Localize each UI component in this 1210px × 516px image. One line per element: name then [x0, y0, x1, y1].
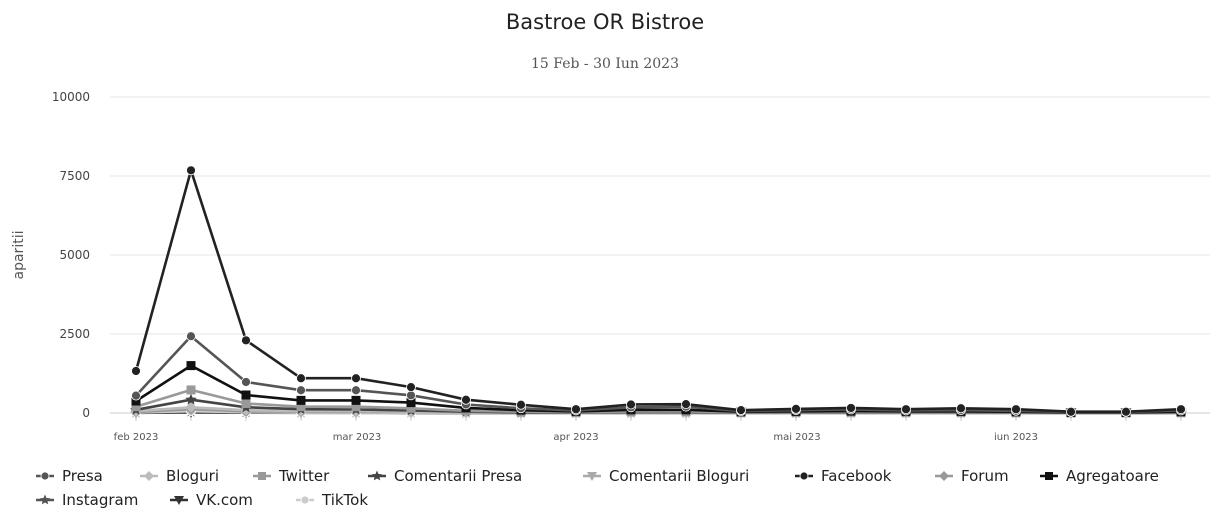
- data-point: [186, 361, 196, 371]
- legend-marker: [300, 495, 310, 505]
- y-tick-label: 0: [82, 406, 90, 420]
- y-tick-label: 2500: [59, 327, 90, 341]
- data-point: [241, 335, 251, 346]
- series-line: [134, 169, 1182, 413]
- data-point: [791, 403, 801, 414]
- data-point: [241, 399, 251, 409]
- series-line: [135, 334, 1182, 414]
- data-point: [406, 403, 416, 413]
- data-point: [626, 399, 636, 410]
- legend-item-facebook[interactable]: Facebook: [795, 467, 892, 485]
- legend-marker: [144, 471, 154, 481]
- chart-subtitle: 15 Feb - 30 Iun 2023: [531, 56, 679, 72]
- data-point: [1121, 406, 1131, 417]
- y-axis-ticks: 0 2500 5000 7500 10000: [52, 90, 90, 420]
- legend-label: TikTok: [321, 491, 368, 509]
- legend-label: Presa: [62, 467, 103, 485]
- legend-label: Forum: [961, 467, 1009, 485]
- data-point: [901, 404, 911, 415]
- chart-title: Bastroe OR Bistroe: [506, 10, 704, 34]
- data-point: [736, 405, 746, 416]
- legend-item-tiktok[interactable]: TikTok: [296, 491, 368, 509]
- data-point: [461, 394, 471, 405]
- data-point: [131, 366, 141, 376]
- data-point: [131, 390, 141, 401]
- data-point: [186, 331, 196, 342]
- legend-item-twitter[interactable]: Twitter: [253, 467, 330, 485]
- x-tick-label: apr 2023: [553, 432, 598, 443]
- data-point: [406, 390, 416, 401]
- legend-marker: [587, 472, 597, 481]
- legend-item-instagram[interactable]: Instagram: [36, 491, 138, 509]
- data-point: [296, 402, 306, 412]
- legend-label: Facebook: [821, 467, 892, 485]
- y-axis-label: aparitii: [11, 231, 27, 280]
- data-point: [241, 377, 251, 387]
- legend-item-comentarii-bloguri[interactable]: Comentarii Bloguri: [583, 467, 749, 485]
- data-point: [296, 385, 306, 396]
- legend-item-agregatoare[interactable]: Agregatoare: [1040, 467, 1159, 485]
- legend-label: Instagram: [62, 491, 138, 509]
- x-tick-label: feb 2023: [114, 432, 159, 443]
- data-point: [186, 165, 196, 176]
- data-point: [406, 398, 416, 408]
- legend-marker: [371, 470, 383, 481]
- data-point: [351, 395, 361, 405]
- data-point: [1011, 404, 1021, 415]
- legend: Presa Bloguri Twitter Comentarii Presa Comen…: [36, 467, 1159, 509]
- legend-label: Bloguri: [166, 467, 219, 485]
- data-point: [1176, 404, 1186, 415]
- legend-marker: [1045, 472, 1053, 480]
- legend-marker: [799, 471, 809, 481]
- data-point: [351, 402, 361, 412]
- data-point: [131, 402, 141, 412]
- data-point: [186, 385, 196, 395]
- data-point: [846, 403, 856, 413]
- data-point: [131, 396, 141, 406]
- legend-item-presa[interactable]: Presa: [36, 467, 103, 485]
- data-point: [571, 404, 581, 415]
- gridlines: [110, 96, 1210, 414]
- series-group: [130, 165, 1187, 419]
- legend-item-bloguri[interactable]: Bloguri: [140, 467, 219, 485]
- data-point: [185, 401, 197, 413]
- legend-label: Comentarii Presa: [394, 467, 522, 485]
- y-tick-label: 10000: [52, 90, 90, 104]
- x-tick-label: iun 2023: [994, 432, 1038, 443]
- legend-marker: [939, 471, 949, 481]
- data-point: [1066, 406, 1076, 417]
- data-point: [406, 382, 416, 392]
- data-point: [351, 385, 361, 396]
- x-axis: feb 2023 mar 2023 apr 2023 mai 2023 iun 2023: [114, 413, 1182, 443]
- data-point: [516, 399, 526, 410]
- legend-marker: [39, 494, 51, 505]
- x-tick-label: mar 2023: [333, 432, 382, 443]
- legend-label: Twitter: [278, 467, 330, 485]
- y-tick-label: 5000: [59, 248, 90, 262]
- y-tick-label: 7500: [59, 169, 90, 183]
- legend-item-forum[interactable]: Forum: [935, 467, 1009, 485]
- legend-item-comentarii-presa[interactable]: Comentarii Presa: [368, 467, 522, 485]
- legend-item-vk-com[interactable]: VK.com: [170, 491, 253, 509]
- data-point: [956, 403, 966, 414]
- legend-marker: [174, 496, 184, 505]
- legend-marker: [40, 471, 50, 481]
- series-facebook: [131, 165, 1186, 417]
- legend-label: Agregatoare: [1066, 467, 1159, 485]
- legend-label: Comentarii Bloguri: [609, 467, 749, 485]
- data-point: [241, 390, 251, 400]
- data-point: [351, 373, 361, 384]
- legend-label: VK.com: [196, 491, 253, 509]
- legend-marker: [258, 472, 266, 480]
- data-point: [185, 393, 197, 405]
- data-point: [296, 373, 306, 384]
- data-point: [681, 399, 691, 410]
- data-point: [296, 395, 306, 405]
- x-tick-label: mai 2023: [773, 432, 820, 443]
